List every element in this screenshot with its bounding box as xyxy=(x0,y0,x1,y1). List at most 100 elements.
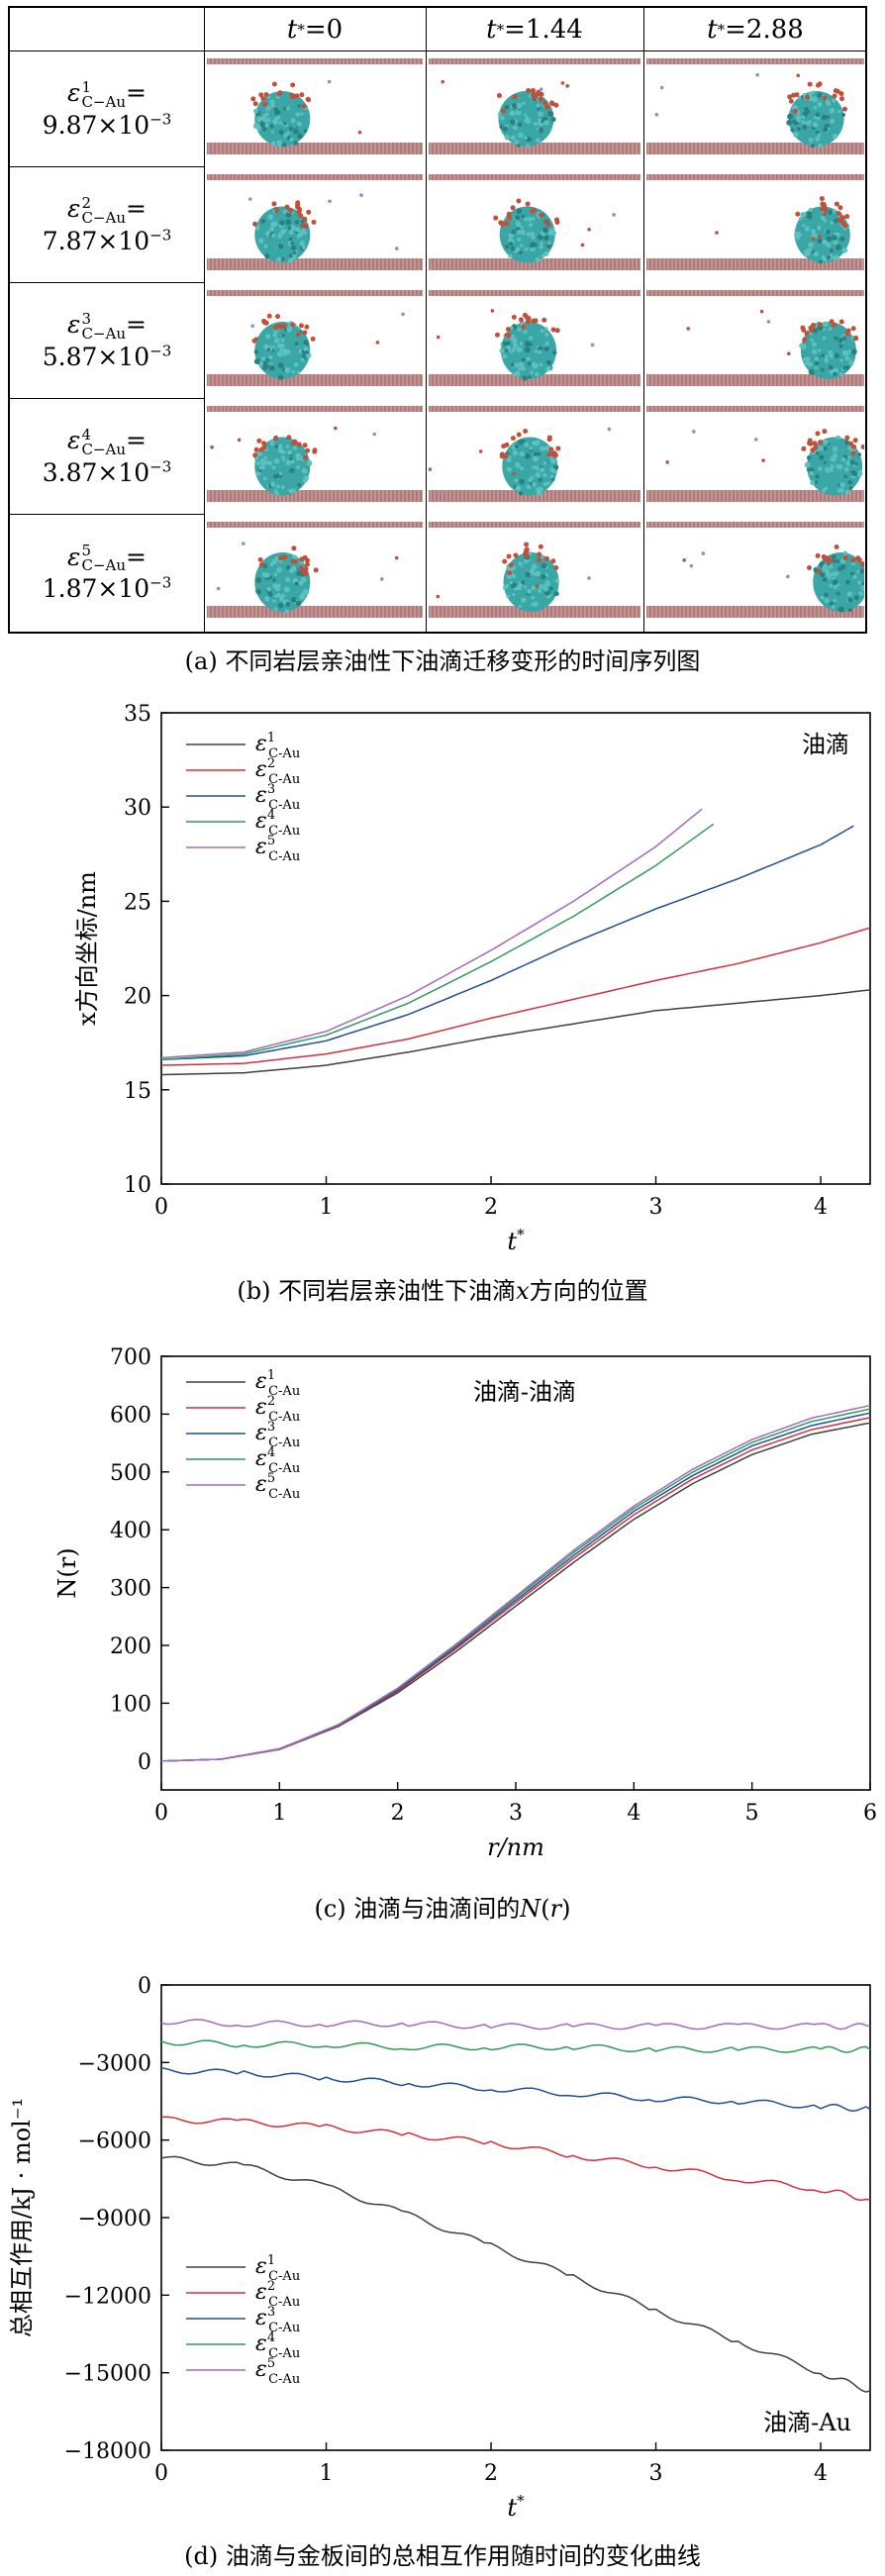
oil-molecule xyxy=(543,555,549,561)
oil-molecule xyxy=(271,201,277,207)
x-axis-label: t* xyxy=(507,1226,525,1255)
panel-annotation: 油滴 xyxy=(802,731,849,758)
oil-molecule xyxy=(274,208,280,214)
gold-plate xyxy=(207,174,423,180)
corner-cell xyxy=(10,8,204,51)
series-line-2 xyxy=(160,927,871,1066)
oil-molecule xyxy=(524,542,530,547)
oil-molecule xyxy=(523,547,529,553)
oil-molecule xyxy=(817,322,823,328)
y-axis-label: x方向坐标/nm xyxy=(73,871,101,1026)
gold-plate xyxy=(646,174,864,180)
oil-molecule xyxy=(836,211,841,217)
table-divider xyxy=(426,8,427,632)
legend-label: ε3 C-Au xyxy=(255,2305,300,2335)
legend-label: ε5 C-Au xyxy=(255,834,300,864)
oil-molecule xyxy=(252,452,258,458)
oil-molecule xyxy=(831,322,836,328)
oil-molecule xyxy=(288,208,294,214)
oil-molecule xyxy=(522,312,528,318)
legend-label: ε4 C-Au xyxy=(255,2330,300,2361)
oil-molecule xyxy=(304,324,310,330)
y-axis-label: 总相互作用/kJ · mol⁻¹ xyxy=(8,2098,36,2337)
panel-annotation: 油滴-Au xyxy=(763,2409,851,2436)
oil-molecule xyxy=(313,567,319,573)
x-tick-label: 2 xyxy=(484,1195,498,1220)
x-tick-label: 3 xyxy=(509,1801,523,1826)
oil-molecule xyxy=(305,96,311,102)
oil-molecule xyxy=(300,223,306,229)
series-line-3 xyxy=(160,825,854,1061)
oil-molecule xyxy=(839,96,845,102)
oil-molecule xyxy=(549,101,555,107)
oil-molecule xyxy=(296,442,302,447)
x-tick-label: 4 xyxy=(814,2461,828,2486)
legend-label: ε1 C-Au xyxy=(255,1368,300,1399)
oil-molecule xyxy=(521,324,527,330)
oil-molecule xyxy=(852,438,858,444)
legend-label: ε2 C-Au xyxy=(255,2279,300,2310)
gold-plate xyxy=(429,58,640,64)
legend-label: ε2 C-Au xyxy=(255,756,300,787)
gold-plate xyxy=(207,143,423,154)
oil-molecule xyxy=(523,429,529,435)
oil-molecule xyxy=(501,108,507,114)
panel-caption: (c) 油滴与油滴间的N(r) xyxy=(314,1895,570,1923)
gold-plate xyxy=(207,290,423,296)
oil-molecule xyxy=(498,220,504,226)
oil-molecule xyxy=(516,198,522,204)
oil-molecule xyxy=(838,319,844,325)
caption-a: (a) 不同岩层亲油性下油滴迁移变形的时间序列图 xyxy=(184,647,701,675)
oil-molecule xyxy=(825,555,831,561)
y-tick-label: 10 xyxy=(124,1173,151,1198)
oil-molecule xyxy=(554,217,560,223)
md-snapshot xyxy=(646,58,864,154)
oil-molecule xyxy=(257,556,263,562)
y-tick-label: 0 xyxy=(138,1750,151,1775)
oil-molecule xyxy=(299,92,305,98)
oil-molecule xyxy=(541,317,547,323)
oil-molecule xyxy=(807,441,813,446)
gold-plate xyxy=(646,143,864,154)
oil-molecule xyxy=(845,328,851,334)
oil-molecule xyxy=(859,561,864,567)
oil-molecule xyxy=(829,319,835,325)
oil-molecule xyxy=(545,222,551,228)
oil-molecule xyxy=(812,441,818,446)
oil-molecule xyxy=(305,447,311,453)
oil-molecule xyxy=(538,96,543,102)
oil-molecule xyxy=(502,558,508,564)
oil-molecule xyxy=(295,332,301,338)
gold-plate xyxy=(429,174,640,180)
y-tick-label: 300 xyxy=(110,1577,151,1602)
oil-molecule xyxy=(507,570,513,576)
oil-molecule xyxy=(261,318,267,324)
y-tick-label: 100 xyxy=(110,1692,151,1717)
x-tick-label: 3 xyxy=(649,2461,663,2486)
y-tick-label: 500 xyxy=(110,1461,151,1486)
md-snapshot xyxy=(429,290,640,386)
oil-droplet xyxy=(254,437,311,496)
oil-molecule xyxy=(832,93,837,99)
row-label: ε 5 C−Au = 1.87×10−3 xyxy=(42,542,172,604)
md-snapshot xyxy=(207,290,423,386)
x-tick-label: 2 xyxy=(484,2461,498,2486)
gold-plate xyxy=(646,258,864,270)
oil-molecule xyxy=(261,441,267,446)
gold-plate xyxy=(207,258,423,270)
oil-molecule xyxy=(282,554,288,560)
series-line-4 xyxy=(160,823,715,1061)
oil-molecule xyxy=(850,326,856,332)
table-divider xyxy=(643,8,644,632)
md-snapshot xyxy=(207,406,423,502)
oil-molecule xyxy=(298,213,304,219)
oil-molecule xyxy=(801,327,807,333)
md-snapshot xyxy=(429,522,640,618)
legend-label: ε5 C-Au xyxy=(255,2356,300,2387)
column-header: t * =1.44 xyxy=(426,8,643,51)
oil-molecule xyxy=(504,221,510,227)
x-tick-label: 4 xyxy=(814,1195,828,1220)
series-line-2 xyxy=(160,2116,871,2202)
gold-plate xyxy=(646,406,864,412)
